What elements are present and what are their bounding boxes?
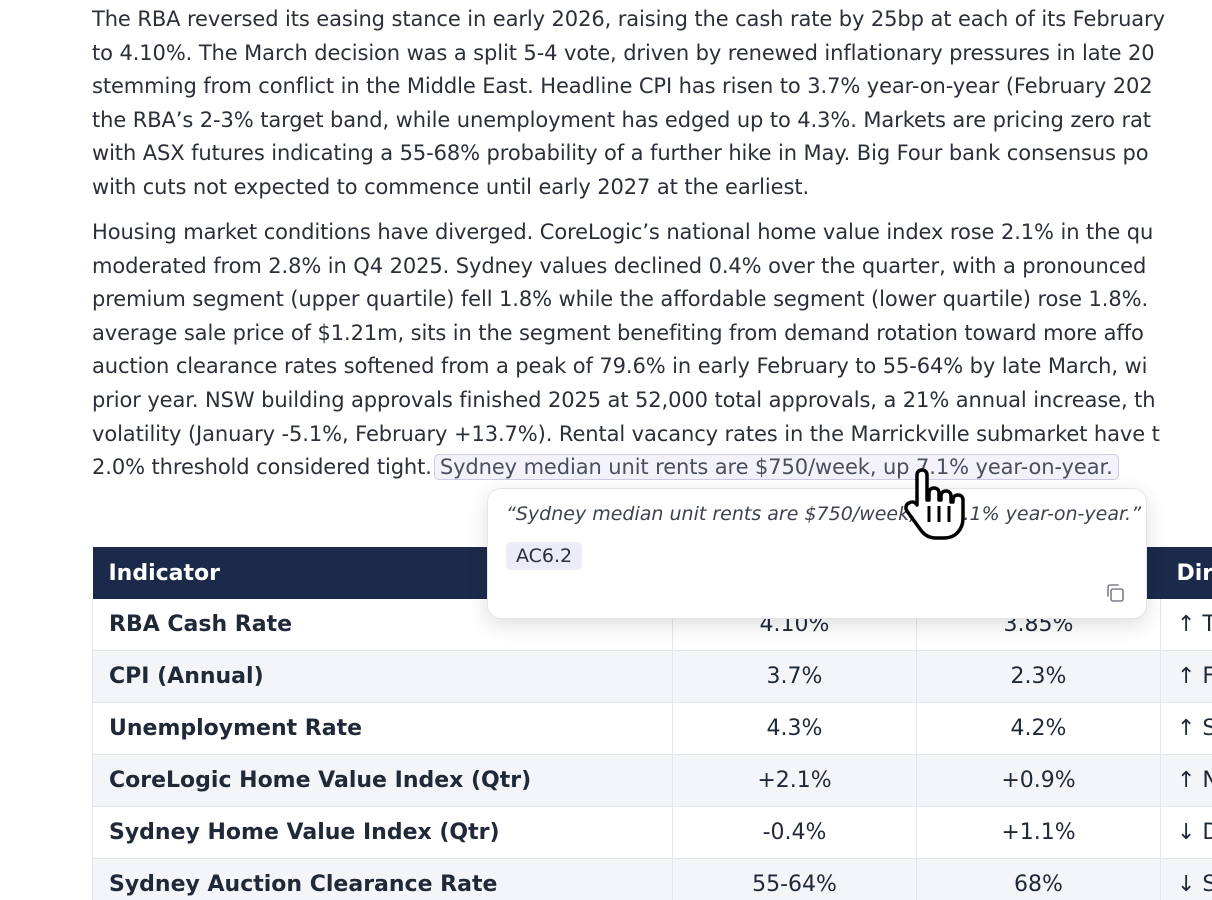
cell-previous: +0.9% — [916, 754, 1161, 807]
table-row: CoreLogic Home Value Index (Qtr) +2.1% +… — [92, 754, 1212, 807]
cell-indicator: Unemployment Rate — [92, 702, 673, 755]
cell-direction: ↓ D — [1160, 806, 1212, 859]
citation-quote: “Sydney median unit rents are $750/week,… — [506, 503, 1141, 525]
cell-indicator: CoreLogic Home Value Index (Qtr) — [92, 754, 673, 807]
cell-previous: 2.3% — [916, 650, 1161, 703]
citation-badge[interactable]: AC6.2 — [506, 542, 583, 570]
column-header-direction[interactable]: Dire — [1160, 547, 1212, 599]
paragraph-line: average sale price of $1.21m, sits in th… — [92, 320, 1144, 345]
table-row: Unemployment Rate 4.3% 4.2% ↑ S — [92, 702, 1212, 755]
cell-direction: ↑ S — [1160, 702, 1212, 755]
paragraph-housing: Housing market conditions have diverged.… — [92, 216, 1160, 485]
paragraph-last-line: 2.0% threshold considered tight. Sydney m… — [92, 451, 1160, 485]
paragraph-line: stemming from conflict in the Middle Eas… — [92, 74, 1153, 99]
cell-indicator: Sydney Home Value Index (Qtr) — [92, 806, 673, 859]
citation-tooltip: “Sydney median unit rents are $750/week,… — [487, 488, 1147, 619]
cell-direction: ↑ N — [1160, 754, 1212, 807]
cell-previous: +1.1% — [916, 806, 1161, 859]
cell-current: +2.1% — [672, 754, 917, 807]
table-row: Sydney Auction Clearance Rate 55-64% 68%… — [92, 858, 1212, 900]
cell-current: 4.3% — [672, 702, 917, 755]
cell-indicator: Sydney Auction Clearance Rate — [92, 858, 673, 900]
cell-previous: 4.2% — [916, 702, 1161, 755]
cell-current: -0.4% — [672, 806, 917, 859]
hand-pointer-cursor-icon — [904, 468, 965, 540]
cell-direction: ↓ S — [1160, 858, 1212, 900]
table-row: Sydney Home Value Index (Qtr) -0.4% +1.1… — [92, 806, 1212, 859]
copy-icon[interactable] — [1104, 582, 1126, 604]
cell-direction: ↑ F — [1160, 650, 1212, 703]
cell-direction: ↑ T — [1160, 599, 1212, 651]
cell-previous: 68% — [916, 858, 1161, 900]
paragraph-line: auction clearance rates softened from a … — [92, 354, 1148, 379]
paragraph-line: premium segment (upper quartile) fell 1.… — [92, 287, 1149, 312]
citation-highlight[interactable]: Sydney median unit rents are $750/week, … — [433, 454, 1119, 481]
paragraph-line: moderated from 2.8% in Q4 2025. Sydney v… — [92, 253, 1147, 278]
paragraph-line: Housing market conditions have diverged.… — [92, 220, 1154, 244]
paragraph-line: with cuts not expected to commence until… — [92, 174, 810, 199]
paragraph-line: to 4.10%. The March decision was a split… — [92, 40, 1155, 65]
cell-current: 55-64% — [672, 858, 917, 900]
paragraph-line: prior year. NSW building approvals finis… — [92, 387, 1156, 412]
cell-indicator: CPI (Annual) — [92, 650, 673, 703]
paragraph-line: The RBA reversed its easing stance in ea… — [92, 7, 1165, 31]
cell-current: 3.7% — [672, 650, 917, 703]
paragraph-line: the RBA’s 2-3% target band, while unempl… — [92, 107, 1151, 132]
document-content: The RBA reversed its easing stance in ea… — [92, 0, 1212, 900]
paragraph-line-text: 2.0% threshold considered tight. — [92, 455, 432, 480]
paragraph-line: volatility (January -5.1%, February +13.… — [92, 421, 1160, 446]
table-row: CPI (Annual) 3.7% 2.3% ↑ F — [92, 650, 1212, 703]
paragraph-rba: The RBA reversed its easing stance in ea… — [92, 3, 1165, 205]
paragraph-line: with ASX futures indicating a 55-68% pro… — [92, 141, 1149, 166]
